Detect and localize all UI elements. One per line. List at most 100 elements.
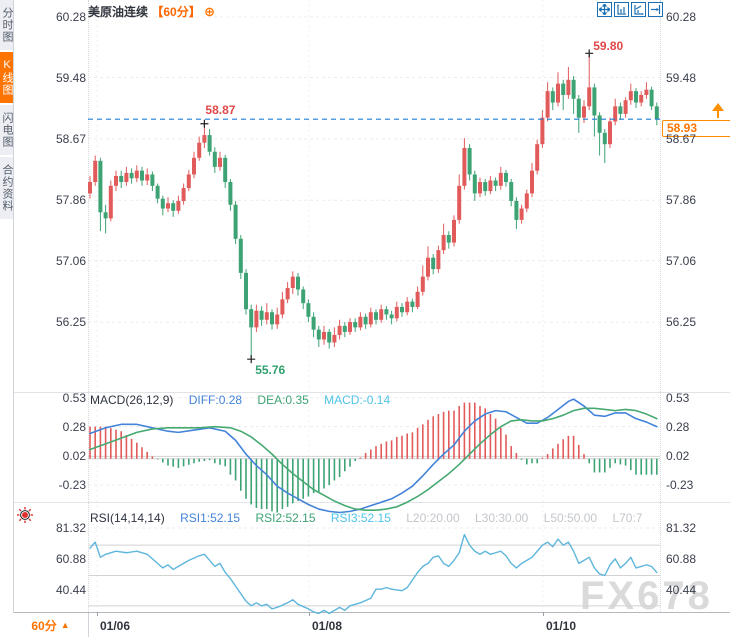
candle-body	[98, 160, 103, 213]
sidebar-item-contract-info[interactable]: 合约资料	[0, 157, 13, 219]
candle-body	[446, 235, 451, 243]
candle-body	[530, 170, 534, 194]
candle-body	[202, 135, 207, 143]
candle-body	[155, 185, 160, 199]
candle-body	[618, 106, 623, 114]
plot-right-dotted-border	[660, 0, 661, 612]
candle-body	[535, 144, 540, 171]
macd-dea-value: DEA:0.35	[257, 393, 309, 407]
rsi-line	[89, 533, 658, 615]
symbol-title: 美原油连续	[88, 5, 149, 19]
rsi1-value: RSI1:52.15	[180, 511, 241, 525]
candle-body	[452, 219, 456, 243]
candle-body	[545, 91, 550, 118]
candle-body	[514, 200, 519, 220]
candle-body	[270, 312, 274, 325]
rsi-y-axis-label: 60.88	[666, 551, 697, 566]
macd-y-axis-label: 0.28	[666, 419, 690, 434]
candle-body	[504, 172, 508, 183]
macd-rsi-divider	[13, 502, 730, 503]
candle-body	[280, 299, 285, 315]
candle-body	[124, 172, 129, 183]
main-y-axis-label: 57.06	[666, 253, 697, 268]
rsi-y-axis-label: 81.32	[666, 521, 697, 535]
main-y-axis-label: 60.28	[55, 10, 86, 24]
sidebar-item-lightning-chart[interactable]: 闪电图	[0, 105, 13, 155]
pan-move-icon[interactable]	[597, 2, 612, 17]
candle-body	[602, 132, 607, 145]
rsi-legend: RSI(14,14,14) RSI1:52.15 RSI2:52.15 RSI3…	[90, 511, 658, 525]
rsi-l30-level: L30:30.00	[474, 511, 529, 525]
macd-y-axis-label: 0.02	[62, 449, 86, 464]
candle-body	[290, 276, 295, 289]
annotation-cross-marker	[585, 49, 594, 58]
macd-y-axis-label: -0.23	[58, 478, 86, 493]
interval-tag: 【60分】	[151, 5, 201, 19]
candle-body	[337, 325, 342, 335]
candle-body	[207, 135, 212, 152]
candle-body	[353, 322, 358, 328]
candle-body	[192, 157, 196, 175]
candle-body	[119, 175, 124, 183]
candle-body	[509, 182, 514, 201]
candle-body	[436, 250, 441, 270]
candle-body	[129, 172, 134, 179]
candle-body	[181, 188, 186, 201]
candle-body	[176, 200, 181, 211]
candle-body	[426, 257, 430, 277]
macd-diff-line	[89, 398, 658, 514]
macd-y-axis-label: 0.53	[666, 391, 690, 405]
fx678-watermark: FX678	[580, 574, 713, 618]
candle-body	[550, 91, 555, 103]
candle-body	[363, 316, 368, 325]
macd-legend: MACD(26,12,9) DIFF:0.28 DEA:0.35 MACD:-0…	[90, 393, 655, 407]
candle-body	[140, 170, 144, 181]
candle-body	[389, 314, 394, 319]
candle-body	[332, 334, 337, 343]
sidebar-item-kline-chart[interactable]: K线图	[0, 52, 13, 103]
macd-y-axis-label: 0.53	[62, 391, 86, 405]
candle-body	[368, 312, 373, 325]
candle-body	[649, 89, 654, 107]
candle-body	[644, 89, 649, 95]
alert-sun-icon[interactable]	[16, 506, 34, 524]
candle-body	[582, 106, 586, 118]
candle-body	[264, 312, 269, 320]
candle-body	[608, 121, 612, 145]
candle-body	[103, 212, 108, 219]
candle-body	[311, 316, 316, 330]
add-indicator-icon[interactable]: ⊕	[204, 4, 215, 19]
candle-body	[358, 316, 363, 328]
candle-body	[524, 193, 529, 209]
candle-body	[472, 174, 477, 194]
price-up-arrow-stem	[717, 110, 719, 119]
candle-body	[457, 185, 462, 220]
main-y-axis-label: 57.86	[55, 193, 86, 208]
candle-body	[296, 276, 300, 290]
candle-body	[420, 276, 425, 292]
candle-body	[540, 117, 545, 145]
candle-body	[400, 306, 404, 313]
sidebar-item-time-share-chart[interactable]: 分时图	[0, 0, 13, 50]
time-axis-tick	[543, 612, 544, 616]
candle-body	[348, 322, 352, 332]
x-axis-scale-icon[interactable]	[631, 2, 646, 17]
price-annotation: 59.80	[593, 39, 624, 54]
candle-body	[212, 151, 217, 167]
candle-body	[88, 182, 92, 194]
time-axis-tick	[97, 612, 98, 616]
collapse-panel-icon[interactable]	[648, 2, 663, 17]
candle-body	[259, 310, 264, 320]
candle-body	[384, 309, 389, 315]
time-axis-tick	[309, 612, 310, 616]
annotation-cross-marker	[200, 119, 209, 128]
interval-button[interactable]: 60分 ▲	[13, 613, 89, 637]
candle-body	[244, 272, 248, 310]
y-axis-scale-icon[interactable]	[614, 2, 629, 17]
candle-body	[431, 257, 436, 270]
candle-body	[150, 174, 155, 186]
rsi-y-axis-label: 81.32	[55, 521, 86, 535]
candle-body	[275, 314, 280, 325]
